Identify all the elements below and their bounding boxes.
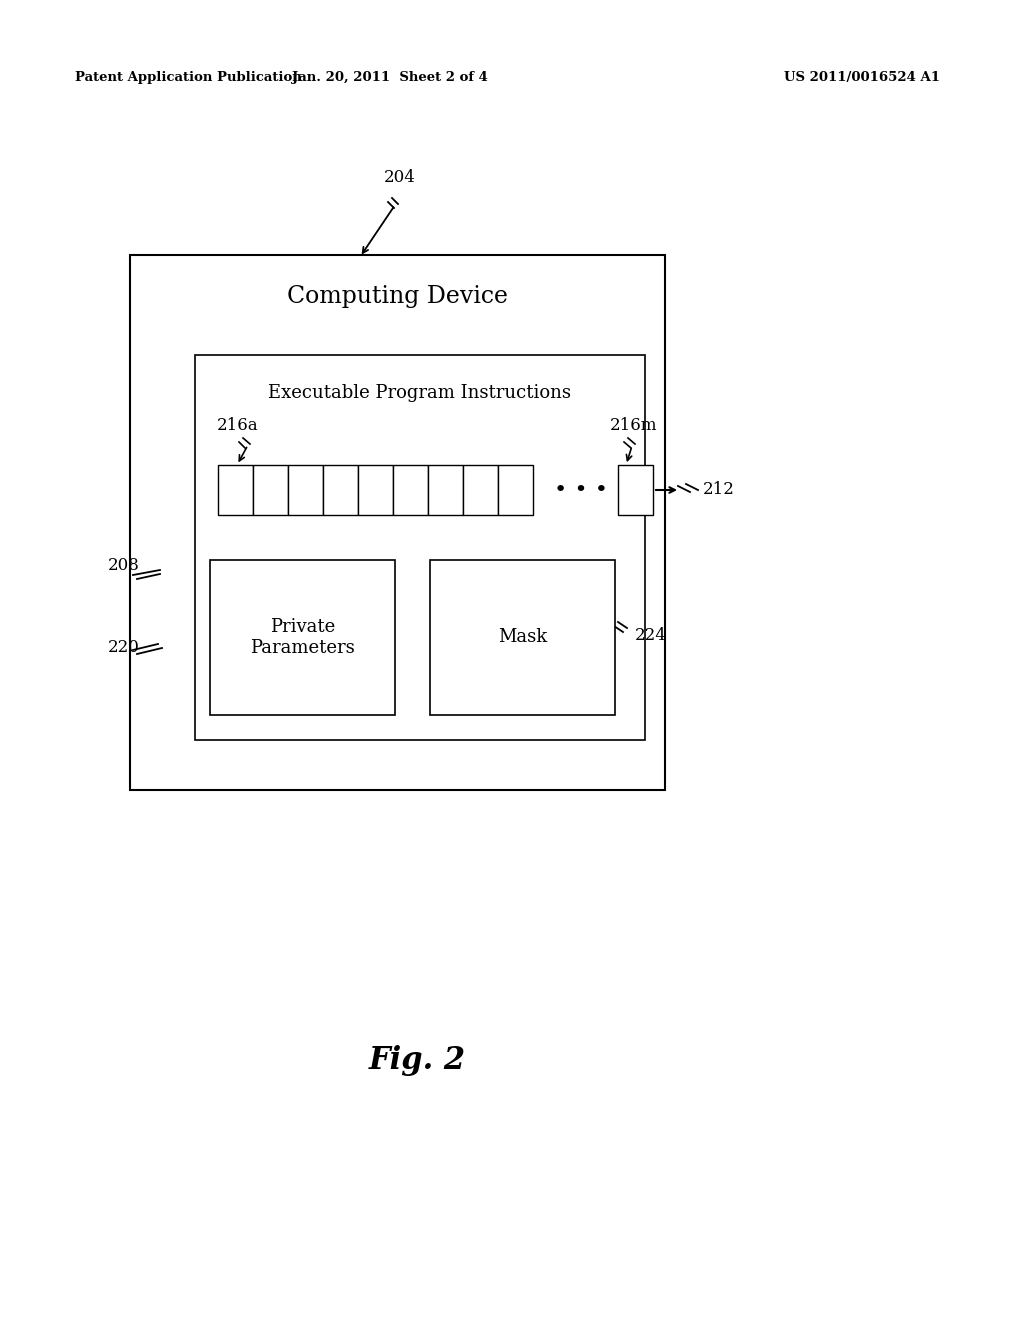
Bar <box>218 465 253 515</box>
Text: Patent Application Publication: Patent Application Publication <box>75 71 302 84</box>
Text: 216m: 216m <box>610 417 657 433</box>
Text: 208: 208 <box>108 557 140 573</box>
Text: 212: 212 <box>703 482 735 499</box>
Bar <box>323 465 358 515</box>
Bar <box>195 355 645 741</box>
Text: • • •: • • • <box>554 480 608 500</box>
Bar <box>288 465 323 515</box>
Text: 204: 204 <box>384 169 416 186</box>
Bar <box>618 465 653 515</box>
Text: 224: 224 <box>635 627 667 644</box>
Text: Fig. 2: Fig. 2 <box>369 1044 466 1076</box>
Bar <box>130 255 665 789</box>
Text: Mask: Mask <box>498 628 547 647</box>
Text: US 2011/0016524 A1: US 2011/0016524 A1 <box>784 71 940 84</box>
Bar <box>498 465 534 515</box>
Bar <box>210 560 395 715</box>
Bar <box>358 465 393 515</box>
Text: Jan. 20, 2011  Sheet 2 of 4: Jan. 20, 2011 Sheet 2 of 4 <box>292 71 488 84</box>
Bar <box>253 465 288 515</box>
Text: Executable Program Instructions: Executable Program Instructions <box>268 384 571 403</box>
Text: 220: 220 <box>108 639 140 656</box>
Bar <box>428 465 463 515</box>
Text: Computing Device: Computing Device <box>287 285 508 309</box>
Bar <box>393 465 428 515</box>
Bar <box>430 560 615 715</box>
Text: 216a: 216a <box>217 417 259 433</box>
Text: Private
Parameters: Private Parameters <box>250 618 355 657</box>
Bar <box>463 465 498 515</box>
